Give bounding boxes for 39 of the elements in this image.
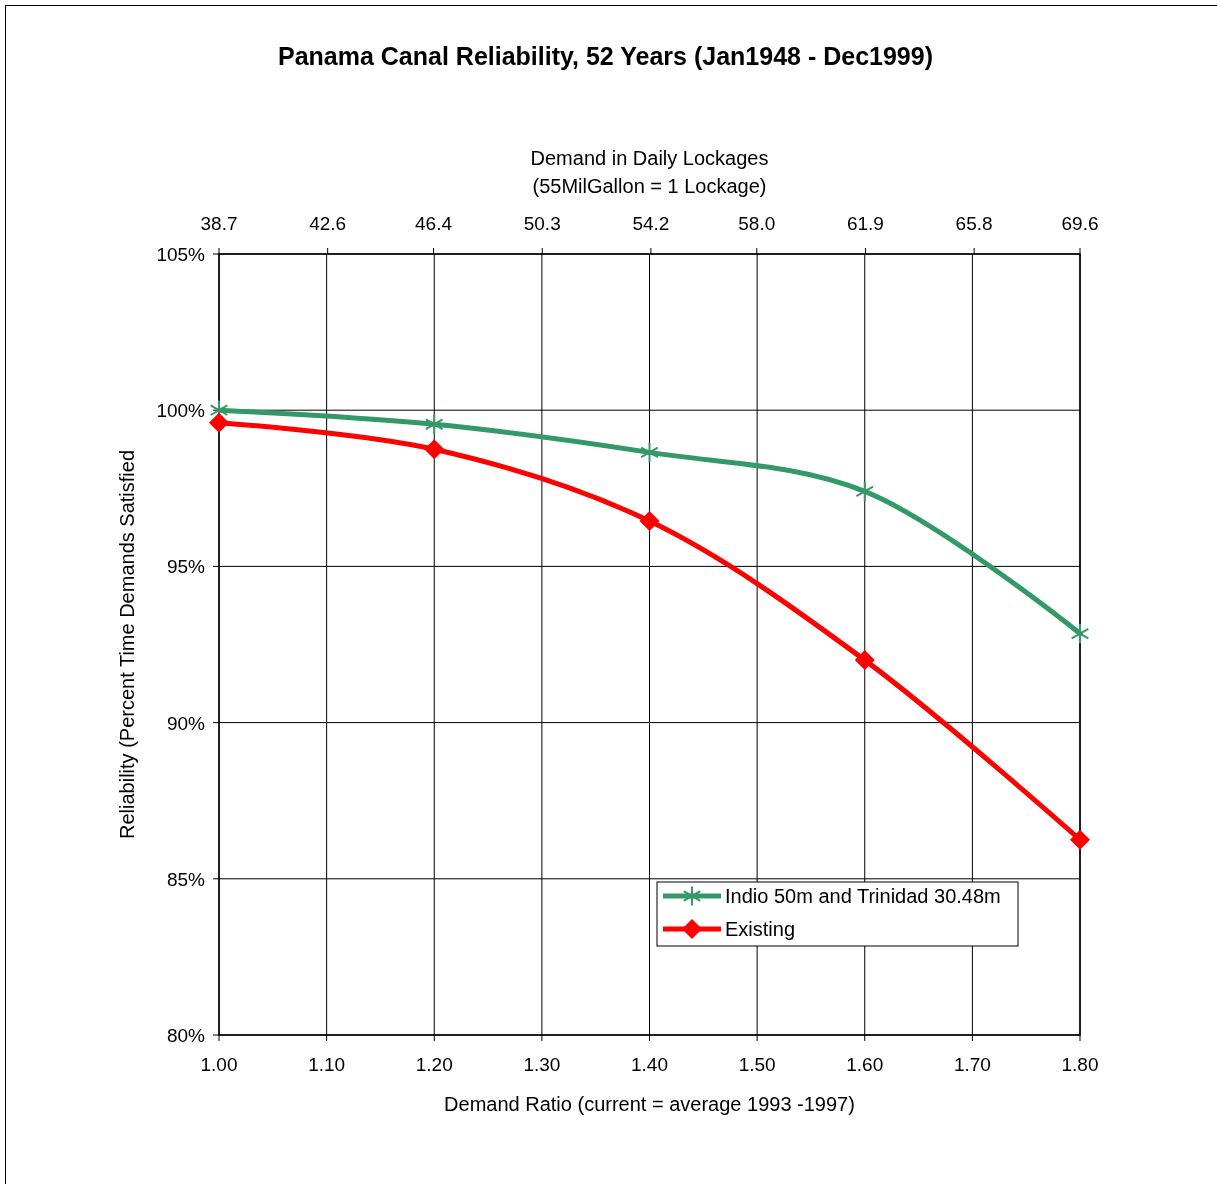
x-tick-label: 1.40 [631,1054,668,1075]
point [639,511,660,532]
x2-tick-label: 42.6 [309,213,347,234]
x2-tick-label: 58.0 [738,213,776,234]
point [209,412,229,433]
legend-label: Indio 50m and Trinidad 30.48m [725,885,1001,907]
x2-axis-title: Demand in Daily Lockages (55MilGallon = 1 Lockage) [530,147,769,197]
x2-tick-label: 54.2 [632,213,670,234]
y-tick-label: 105% [156,244,206,265]
x-tick-label: 1.80 [1061,1054,1099,1075]
point [424,439,445,460]
point [1070,829,1090,850]
point [640,441,659,463]
x2-tick-label: 38.7 [200,213,238,234]
y-tick-label: 90% [166,712,206,734]
x-tick-label: 1.60 [846,1054,884,1075]
y-tick-label: 85% [166,868,206,890]
x-tick-label: 1.50 [738,1054,776,1075]
x-tick-label: 1.30 [523,1054,561,1075]
x-tick-label: 1.10 [308,1054,346,1075]
y-tick-label: 100% [156,400,206,422]
x2-tick-label: 69.6 [1061,213,1099,234]
chart-title: Panama Canal Reliability, 52 Years (Jan1948 - Dec1999) [277,42,934,70]
y-tick-label: 80% [166,1025,206,1046]
x2-tick-label: 50.3 [523,213,561,234]
point [424,413,444,435]
y-axis-title: Reliability (Percent Time Demands Satisfied [116,449,138,840]
x-axis-title: Demand Ratio (current = average 1993 -1997) [444,1093,855,1115]
y-tick-label: 95% [166,556,206,578]
x2-tick-label: 46.4 [415,213,453,234]
point [854,650,875,671]
x2-tick-label: 61.9 [846,213,884,234]
legend-label: Existing [725,918,796,940]
x-tick-label: 1.20 [415,1054,453,1075]
x2-tick-label: 65.8 [955,213,993,234]
point [855,480,875,503]
point [1070,622,1090,645]
x-tick-label: 1.70 [953,1054,991,1075]
x-tick-label: 1.00 [200,1054,238,1075]
